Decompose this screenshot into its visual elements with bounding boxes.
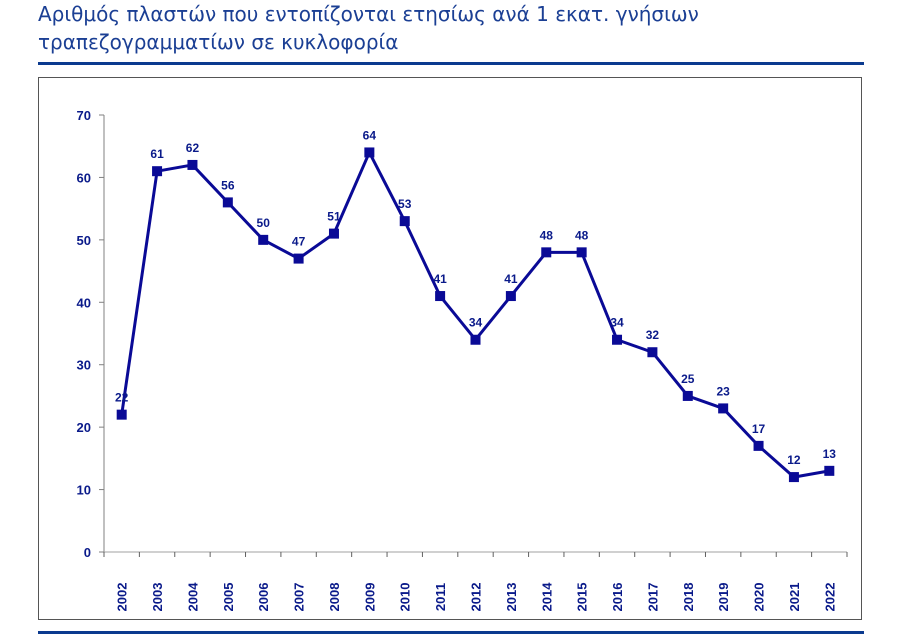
x-tick-label: 2022 xyxy=(822,583,837,612)
data-label: 13 xyxy=(823,447,837,461)
data-point-marker xyxy=(612,334,623,345)
y-tick-label: 20 xyxy=(77,420,91,435)
chart-title: Αριθμός πλαστών που εντοπίζονται ετησίως… xyxy=(38,2,699,54)
x-tick-label: 2018 xyxy=(681,583,696,612)
data-label: 56 xyxy=(221,178,235,192)
data-label: 25 xyxy=(681,372,695,386)
data-point-marker xyxy=(788,472,799,483)
data-point-marker xyxy=(647,347,658,358)
data-point-marker xyxy=(116,409,127,420)
x-tick-label: 2017 xyxy=(645,583,660,612)
data-label: 17 xyxy=(752,422,766,436)
data-label: 62 xyxy=(186,141,200,155)
data-point-marker xyxy=(399,216,410,227)
data-point-marker xyxy=(293,253,304,264)
data-label: 41 xyxy=(504,272,518,286)
data-label: 50 xyxy=(257,216,271,230)
data-point-marker xyxy=(222,197,233,208)
data-point-marker xyxy=(152,166,163,177)
data-label: 47 xyxy=(292,235,306,249)
data-label: 22 xyxy=(115,391,129,405)
data-label: 48 xyxy=(540,228,554,242)
x-tick-label: 2016 xyxy=(610,583,625,612)
data-point-marker xyxy=(364,147,375,158)
data-point-marker xyxy=(682,390,693,401)
x-tick-label: 2010 xyxy=(398,583,413,612)
data-point-marker xyxy=(753,440,764,451)
x-tick-label: 2002 xyxy=(115,583,130,612)
y-tick-label: 30 xyxy=(77,358,91,373)
data-label: 61 xyxy=(150,147,164,161)
data-point-marker xyxy=(328,228,339,239)
data-point-marker xyxy=(576,247,587,258)
data-label: 51 xyxy=(327,210,341,224)
x-tick-label: 2003 xyxy=(150,583,165,612)
data-point-marker xyxy=(258,234,269,245)
x-tick-label: 2020 xyxy=(752,583,767,612)
x-tick-label: 2011 xyxy=(433,583,448,611)
data-point-marker xyxy=(435,291,446,302)
x-tick-label: 2013 xyxy=(504,583,519,612)
data-label: 64 xyxy=(363,128,377,142)
data-label: 34 xyxy=(469,316,483,330)
y-tick-label: 10 xyxy=(77,483,91,498)
x-tick-label: 2004 xyxy=(185,582,200,612)
x-tick-label: 2012 xyxy=(469,583,484,612)
bottom-divider xyxy=(38,631,864,634)
data-point-marker xyxy=(718,403,729,414)
y-tick-label: 70 xyxy=(77,108,91,123)
y-tick-label: 0 xyxy=(84,545,91,560)
data-point-marker xyxy=(541,247,552,258)
y-tick-label: 50 xyxy=(77,233,91,248)
data-point-marker xyxy=(470,334,481,345)
data-label: 12 xyxy=(787,453,801,467)
data-label: 41 xyxy=(433,272,447,286)
x-tick-label: 2007 xyxy=(292,583,307,612)
y-tick-label: 60 xyxy=(77,170,91,185)
data-point-marker xyxy=(187,159,198,170)
x-tick-label: 2014 xyxy=(539,582,554,612)
data-label: 48 xyxy=(575,228,589,242)
data-label: 53 xyxy=(398,197,412,211)
x-tick-label: 2006 xyxy=(256,583,271,612)
x-tick-label: 2005 xyxy=(221,583,236,612)
data-point-marker xyxy=(824,465,835,476)
x-tick-label: 2015 xyxy=(575,583,590,612)
chart-frame xyxy=(38,77,862,620)
data-label: 23 xyxy=(716,384,730,398)
x-tick-label: 2021 xyxy=(787,583,802,612)
top-divider xyxy=(38,62,864,65)
data-label: 34 xyxy=(610,316,624,330)
data-point-marker xyxy=(505,291,516,302)
x-tick-label: 2009 xyxy=(362,583,377,612)
x-tick-label: 2008 xyxy=(327,583,342,612)
data-label: 32 xyxy=(646,328,660,342)
y-tick-label: 40 xyxy=(77,295,91,310)
x-tick-label: 2019 xyxy=(716,583,731,612)
